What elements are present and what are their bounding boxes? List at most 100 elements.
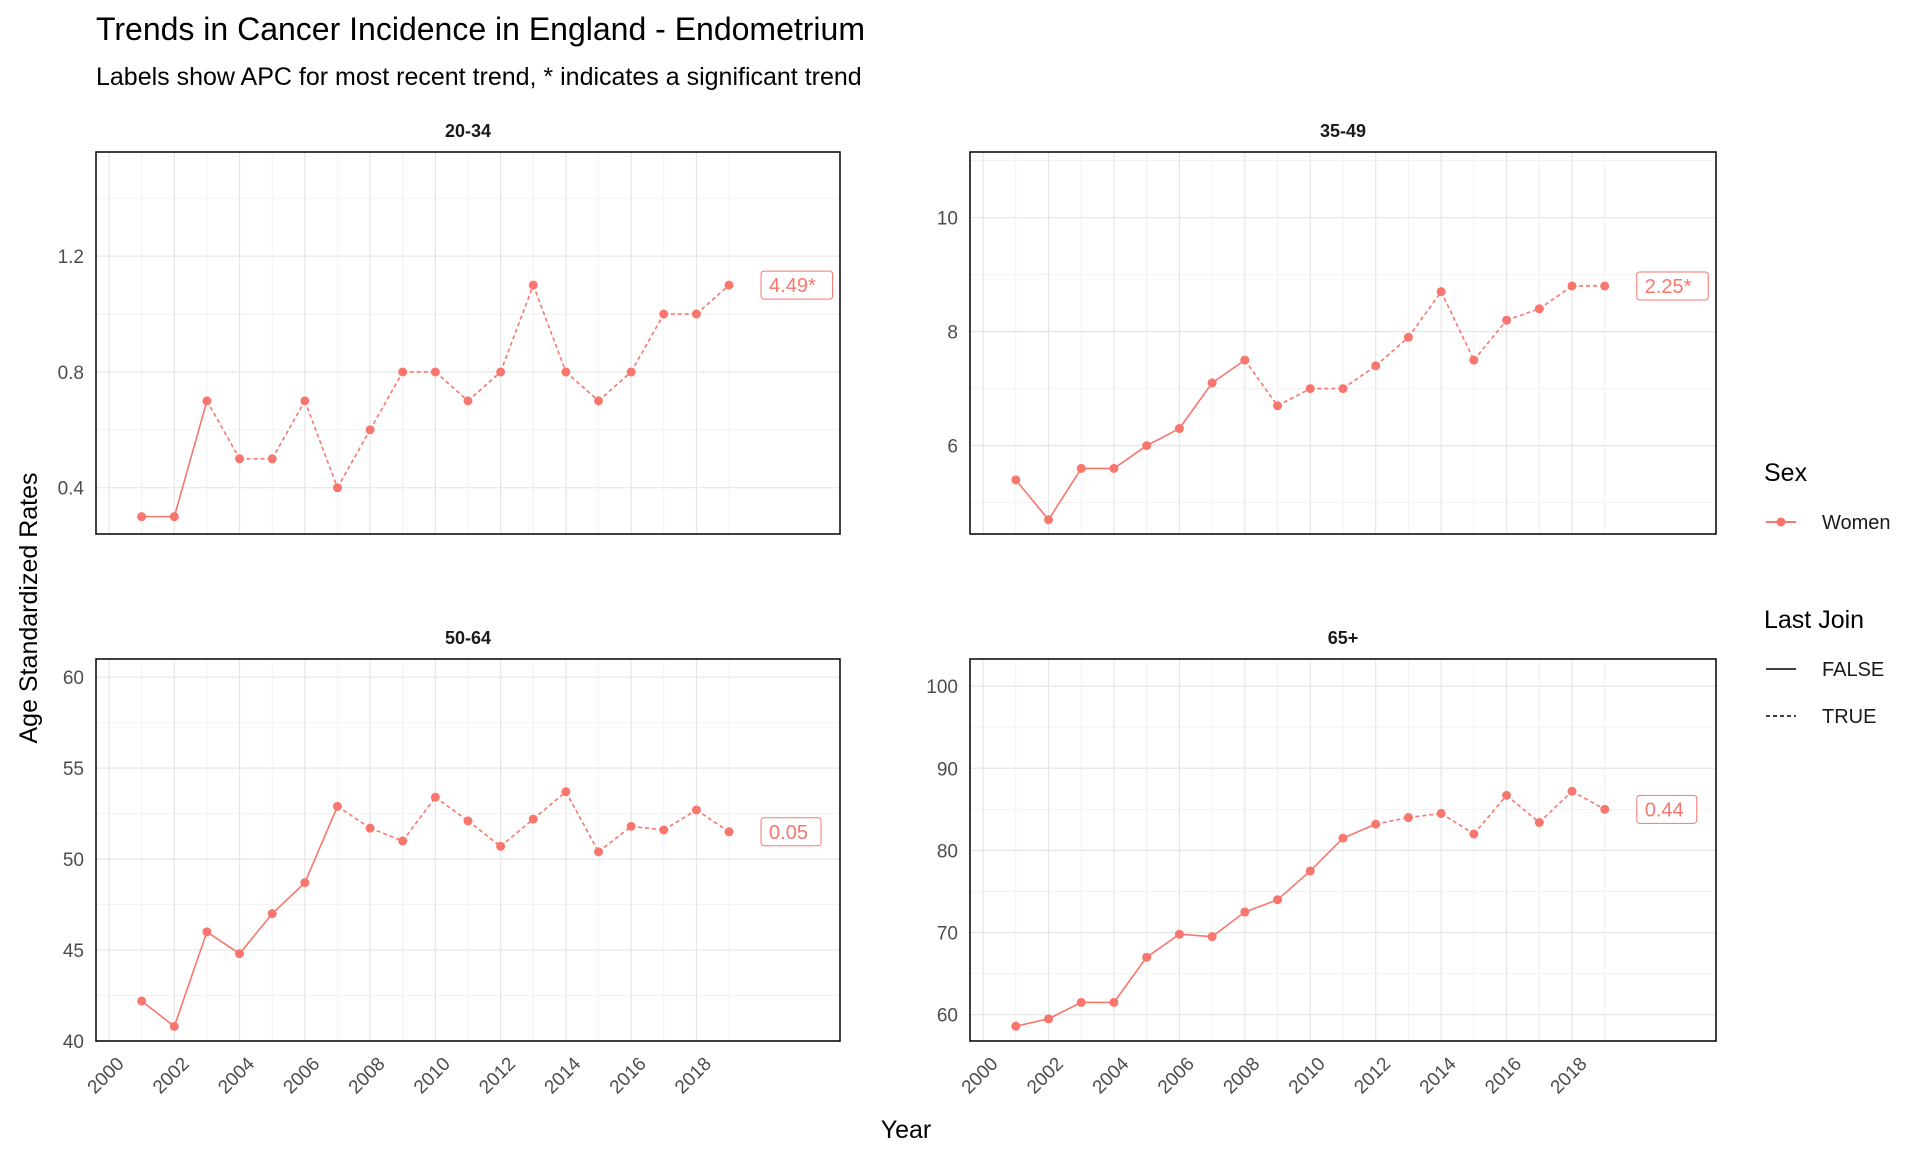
data-point (724, 827, 734, 837)
series-segment-last-join (1506, 794, 1540, 824)
series-segment-last-join (1440, 291, 1475, 361)
y-tick-label: 45 (63, 941, 84, 962)
series-segment-last-join (565, 791, 600, 853)
legend: Sex Women Last Join FALSE TRUE (1764, 459, 1891, 728)
x-tick-label: 2014 (541, 1053, 586, 1098)
x-tick-label: 2018 (1547, 1054, 1592, 1099)
series-segment (1015, 479, 1050, 521)
series-segment-last-join (663, 809, 697, 831)
series-segment (1211, 359, 1246, 384)
series-segment (304, 806, 339, 884)
data-point (463, 816, 473, 826)
series-segment-last-join (1440, 812, 1475, 835)
chart-subtitle: Labels show APC for most recent trend, *… (96, 63, 862, 91)
data-point (594, 396, 604, 406)
x-tick-label: 2012 (1350, 1054, 1395, 1099)
x-tick-label: 2012 (475, 1054, 520, 1099)
series-segment (1178, 382, 1213, 429)
series-segment (1048, 1001, 1082, 1020)
data-point (1305, 384, 1315, 394)
series-segment (206, 931, 241, 955)
series-segment-last-join (1571, 790, 1606, 811)
data-point (496, 367, 506, 377)
series-segment-last-join (695, 284, 730, 315)
series-segment (1113, 444, 1148, 470)
y-tick-label: 90 (937, 759, 958, 780)
apc-label-box (1636, 794, 1698, 824)
series-segment (173, 400, 208, 517)
data-point (1076, 463, 1086, 473)
series-segment (271, 882, 306, 915)
data-point (1469, 355, 1479, 365)
panel-35-49: 35-49 6 8 10 2.25* (937, 121, 1717, 535)
series-segment-last-join (597, 371, 632, 402)
y-tick-label: 60 (63, 668, 84, 689)
series-segment-last-join (1375, 816, 1409, 825)
series-segment (238, 913, 273, 955)
data-point (1502, 790, 1512, 800)
data-point (1273, 895, 1283, 905)
data-point (1436, 287, 1446, 297)
x-tick-label: 2002 (1023, 1054, 1068, 1099)
y-tick-label: 50 (63, 850, 84, 871)
series-segment-last-join (1473, 319, 1508, 361)
legend-false-label: FALSE (1822, 659, 1884, 681)
data-point (626, 367, 636, 377)
panel-border (95, 658, 841, 1042)
data-point (1207, 932, 1217, 942)
data-point (1142, 952, 1152, 962)
data-point (398, 836, 408, 846)
series-segment (173, 931, 208, 1027)
y-tick-label: 100 (926, 677, 958, 698)
series-segment-last-join (402, 796, 437, 842)
series-segment-last-join (1244, 359, 1279, 407)
y-tick-label: 1.2 (58, 247, 84, 268)
data-point (169, 1021, 179, 1031)
data-point (1469, 829, 1479, 839)
panel-65+: 65+ 60 70 80 90 100 2000 2002 2004 2006 2008 2010 20… (926, 628, 1717, 1099)
series-segment (1211, 911, 1246, 938)
series-segment-last-join (500, 818, 534, 847)
data-point (1109, 997, 1119, 1007)
facet-strip-label: 65+ (1328, 628, 1359, 648)
panel-border (969, 151, 1717, 535)
chart-title: Trends in Cancer Incidence in England - … (96, 11, 865, 47)
series-segment-last-join (1408, 812, 1442, 819)
apc-label: 0.44 (1645, 799, 1684, 821)
facet-strip-label: 35-49 (1320, 121, 1366, 141)
x-tick-label: 2004 (1089, 1053, 1134, 1098)
x-tick-label: 2008 (345, 1054, 390, 1099)
data-point (1109, 463, 1119, 473)
data-point (1076, 997, 1086, 1007)
panel-border (969, 658, 1717, 1042)
y-tick-label: 40 (63, 1032, 84, 1053)
series-segment-last-join (467, 820, 502, 847)
data-point (528, 814, 538, 824)
y-tick-label: 0.8 (58, 363, 84, 384)
data-point (1338, 384, 1348, 394)
y-tick-label: 60 (937, 1006, 958, 1027)
data-point (1174, 929, 1184, 939)
data-point (1273, 401, 1283, 411)
data-point (561, 787, 571, 797)
x-tick-label: 2002 (149, 1054, 194, 1099)
series-segment-last-join (1277, 387, 1311, 407)
legend-women-point (1776, 517, 1786, 527)
data-point (235, 454, 245, 464)
data-point (1142, 441, 1152, 451)
data-point (1371, 819, 1381, 829)
data-point (1044, 515, 1054, 525)
apc-label-box (1636, 271, 1709, 301)
data-point (1371, 361, 1381, 371)
data-point (1436, 808, 1446, 818)
series-segment-last-join (336, 429, 371, 489)
series-segment (1047, 468, 1082, 521)
data-point (202, 927, 212, 937)
data-point (332, 801, 342, 811)
data-point (137, 512, 147, 522)
series-segment-last-join (1375, 336, 1409, 367)
panel-50-64: 50-64 40 45 50 55 60 2000 2002 2004 2006 2008 2010 2… (63, 628, 841, 1099)
legend-sex-title: Sex (1764, 459, 1808, 487)
series-segment-last-join (1538, 285, 1573, 310)
data-point (594, 847, 604, 857)
